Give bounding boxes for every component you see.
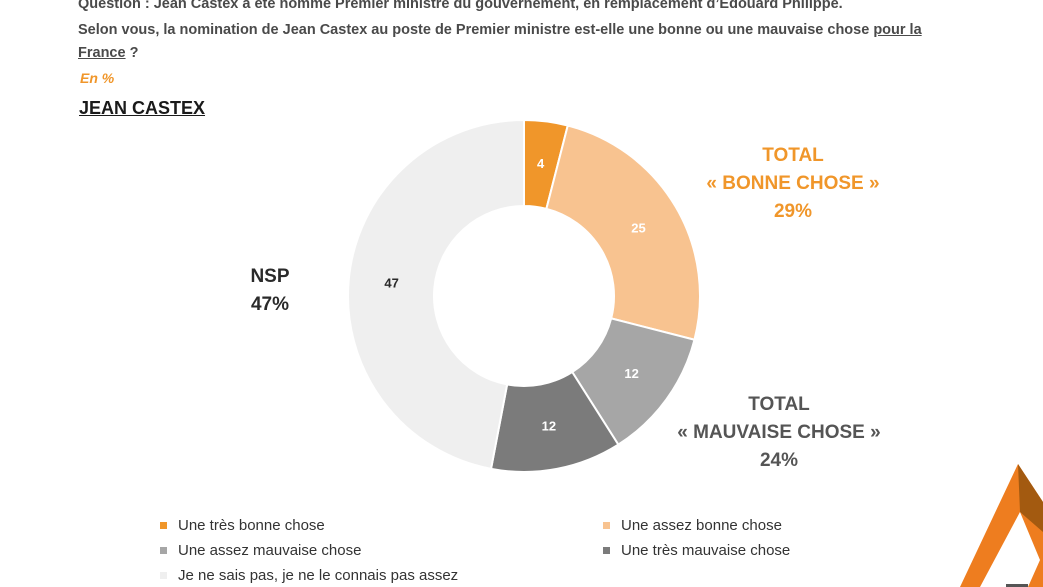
callout-bonne-title: TOTAL (762, 145, 824, 166)
subject-title: JEAN CASTEX (79, 98, 206, 118)
legend-label: Une très bonne chose (178, 517, 325, 534)
legend-label: Je ne sais pas, je ne le connais pas ass… (178, 567, 459, 584)
brand-logo-icon (960, 464, 1043, 587)
donut-slice-1 (545, 124, 701, 341)
donut-slice-label-4: 47 (384, 275, 398, 290)
donut-slice-label-0: 4 (537, 156, 545, 171)
legend-swatch (603, 547, 610, 554)
donut-slice-4 (347, 118, 525, 471)
callout-nsp-value: 47% (250, 294, 290, 315)
legend-label: Une assez mauvaise chose (178, 542, 362, 559)
callout-bonne-value: 29% (773, 201, 813, 222)
legend-swatch (160, 572, 167, 579)
callout-nsp: NSP 47% (230, 263, 310, 319)
callout-mauvaise-title: TOTAL (748, 394, 810, 415)
callout-nsp-title: NSP (250, 266, 290, 287)
legend-swatch (160, 522, 167, 529)
callout-mauvaise-value: 24% (759, 450, 799, 471)
donut-slice-label-3: 12 (542, 419, 556, 434)
legend-item-tres-mauvaise: Une très mauvaise chose (603, 542, 790, 559)
question-line-1: Question : Jean Castex a été nommé Premi… (78, 0, 843, 12)
legend-item-nsp: Je ne sais pas, je ne le connais pas ass… (160, 567, 458, 584)
legend-item-assez-bonne: Une assez bonne chose (603, 517, 782, 534)
legend-swatch (160, 547, 167, 554)
question-line-3-underlined: France (78, 45, 126, 61)
callout-bonne-label: « BONNE CHOSE » (706, 173, 880, 194)
legend-item-tres-bonne: Une très bonne chose (160, 517, 325, 534)
legend-item-assez-mauvaise: Une assez mauvaise chose (160, 542, 361, 559)
question-line-2-text: Selon vous, la nomination de Jean Castex… (78, 22, 874, 38)
donut-slice-label-1: 25 (631, 220, 645, 235)
question-line-2: Selon vous, la nomination de Jean Castex… (78, 22, 922, 38)
donut-slice-label-2: 12 (624, 366, 638, 381)
callout-bonne-chose: TOTAL « BONNE CHOSE » 29% (698, 142, 888, 226)
callout-mauvaise-label: « MAUVAISE CHOSE » (677, 422, 881, 443)
legend-swatch (603, 522, 610, 529)
legend-label: Une assez bonne chose (621, 517, 782, 534)
question-line-3: France ? (78, 45, 138, 61)
question-line-2-underlined: pour la (873, 22, 922, 38)
legend-label: Une très mauvaise chose (621, 542, 791, 559)
unit-label: En % (80, 70, 115, 86)
question-line-3-suffix: ? (125, 45, 139, 61)
callout-mauvaise-chose: TOTAL « MAUVAISE CHOSE » 24% (660, 391, 898, 475)
